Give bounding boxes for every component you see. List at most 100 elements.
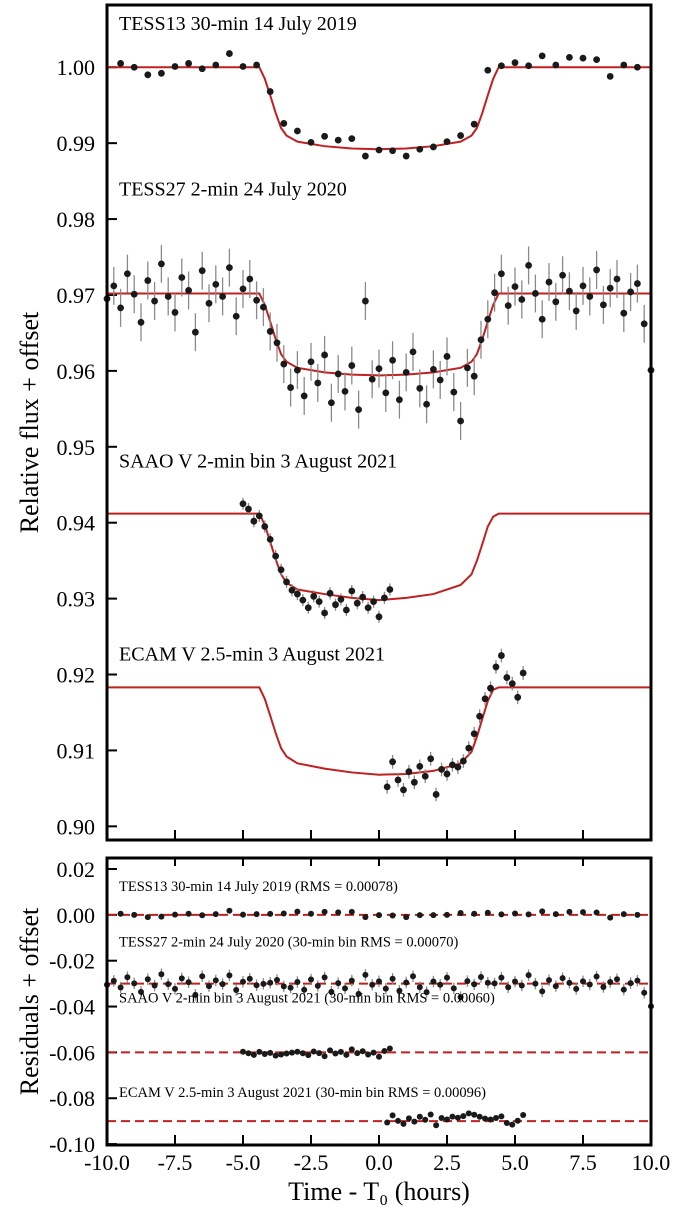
- data-point: [405, 768, 413, 776]
- data-point: [471, 981, 478, 988]
- data-point: [546, 977, 552, 984]
- data-point: [518, 982, 525, 989]
- data-point: [519, 669, 527, 677]
- data-point: [287, 384, 294, 391]
- data-point: [178, 274, 186, 281]
- data-point: [359, 1048, 366, 1055]
- data-point: [389, 356, 396, 364]
- data-point: [487, 1116, 494, 1123]
- data-point: [470, 372, 478, 380]
- y-tick-label: -0.10: [49, 1132, 95, 1157]
- data-point: [185, 979, 192, 986]
- data-point: [396, 396, 403, 404]
- data-point: [430, 365, 437, 373]
- data-point: [593, 909, 600, 916]
- data-point: [559, 975, 566, 982]
- data-point: [310, 592, 318, 600]
- x-tick-label: -10.0: [84, 1150, 130, 1175]
- data-point: [287, 984, 294, 991]
- y-tick-label: 0.90: [57, 814, 96, 839]
- data-point: [226, 50, 233, 57]
- data-point: [332, 1050, 339, 1057]
- data-point: [484, 979, 491, 986]
- data-point: [171, 309, 179, 316]
- data-point: [280, 120, 288, 127]
- data-point: [256, 1048, 263, 1055]
- data-point: [433, 1122, 440, 1129]
- data-point: [165, 981, 172, 988]
- x-tick-label: 7.5: [569, 1150, 597, 1175]
- data-point: [335, 909, 342, 916]
- data-point: [427, 755, 435, 763]
- data-point: [430, 912, 437, 919]
- data-point: [464, 978, 471, 985]
- data-point: [457, 994, 464, 1001]
- data-point: [261, 523, 269, 530]
- dataset: TESS27 2-min 24 July 2020 (30-min bin RM…: [104, 935, 654, 1013]
- data-point: [503, 1119, 510, 1126]
- dataset: SAAO V 2-min bin 3 August 2021: [107, 451, 651, 623]
- data-point: [498, 1113, 505, 1120]
- data-point: [365, 1051, 372, 1058]
- data-point: [246, 975, 253, 982]
- y-tick-label: 0.02: [57, 857, 96, 882]
- data-point: [443, 353, 451, 360]
- x-tick-label: 10.0: [632, 1150, 671, 1175]
- data-point: [239, 63, 247, 70]
- data-point: [409, 348, 417, 356]
- data-point: [261, 1050, 268, 1057]
- data-point: [192, 991, 199, 998]
- y-axis-label: Residuals + offset: [15, 907, 44, 1095]
- x-axis-label: Time - T₀ (hours): [288, 1177, 470, 1206]
- data-point: [438, 1114, 445, 1121]
- y-tick-label: 0.94: [57, 511, 96, 536]
- data-point: [240, 1048, 246, 1055]
- model-curve: [107, 686, 651, 776]
- data-point: [470, 730, 478, 738]
- data-point: [384, 1119, 391, 1126]
- data-point: [370, 1049, 377, 1056]
- data-point: [226, 907, 233, 914]
- data-point: [117, 304, 124, 312]
- data-point: [423, 989, 430, 996]
- data-point: [362, 971, 369, 978]
- data-point: [430, 978, 437, 985]
- data-point: [294, 127, 301, 135]
- data-point: [460, 1113, 467, 1120]
- data-point: [389, 1112, 396, 1119]
- data-point: [212, 280, 220, 288]
- data-point: [362, 914, 369, 921]
- data-point: [389, 975, 396, 982]
- data-point: [640, 320, 648, 328]
- data-point: [342, 606, 350, 614]
- data-point: [518, 296, 526, 303]
- data-point: [294, 590, 301, 598]
- dataset: TESS13 30-min 14 July 2019 (RMS = 0.0007…: [107, 879, 651, 921]
- data-point: [158, 971, 165, 978]
- data-point: [566, 53, 573, 61]
- data-point: [305, 1052, 312, 1059]
- data-point: [383, 783, 391, 791]
- data-point: [487, 684, 494, 692]
- data-point: [151, 297, 159, 305]
- data-point: [375, 613, 383, 621]
- data-point: [389, 758, 396, 766]
- data-point: [482, 1115, 489, 1122]
- data-point: [301, 986, 308, 993]
- data-point: [538, 315, 546, 323]
- data-point: [364, 604, 372, 612]
- data-point: [327, 1047, 334, 1054]
- data-point: [437, 981, 444, 988]
- data-point: [353, 599, 361, 607]
- data-point: [511, 283, 519, 291]
- data-point: [422, 1116, 429, 1123]
- data-point: [427, 1111, 434, 1118]
- dataset-label: SAAO V 2-min bin 3 August 2021: [119, 451, 397, 473]
- x-tick-label: 5.0: [501, 1150, 529, 1175]
- data-point: [400, 1120, 407, 1127]
- data-point: [348, 362, 356, 369]
- data-point: [532, 980, 539, 987]
- data-point: [457, 132, 464, 139]
- data-point: [498, 652, 505, 659]
- data-point: [144, 976, 151, 983]
